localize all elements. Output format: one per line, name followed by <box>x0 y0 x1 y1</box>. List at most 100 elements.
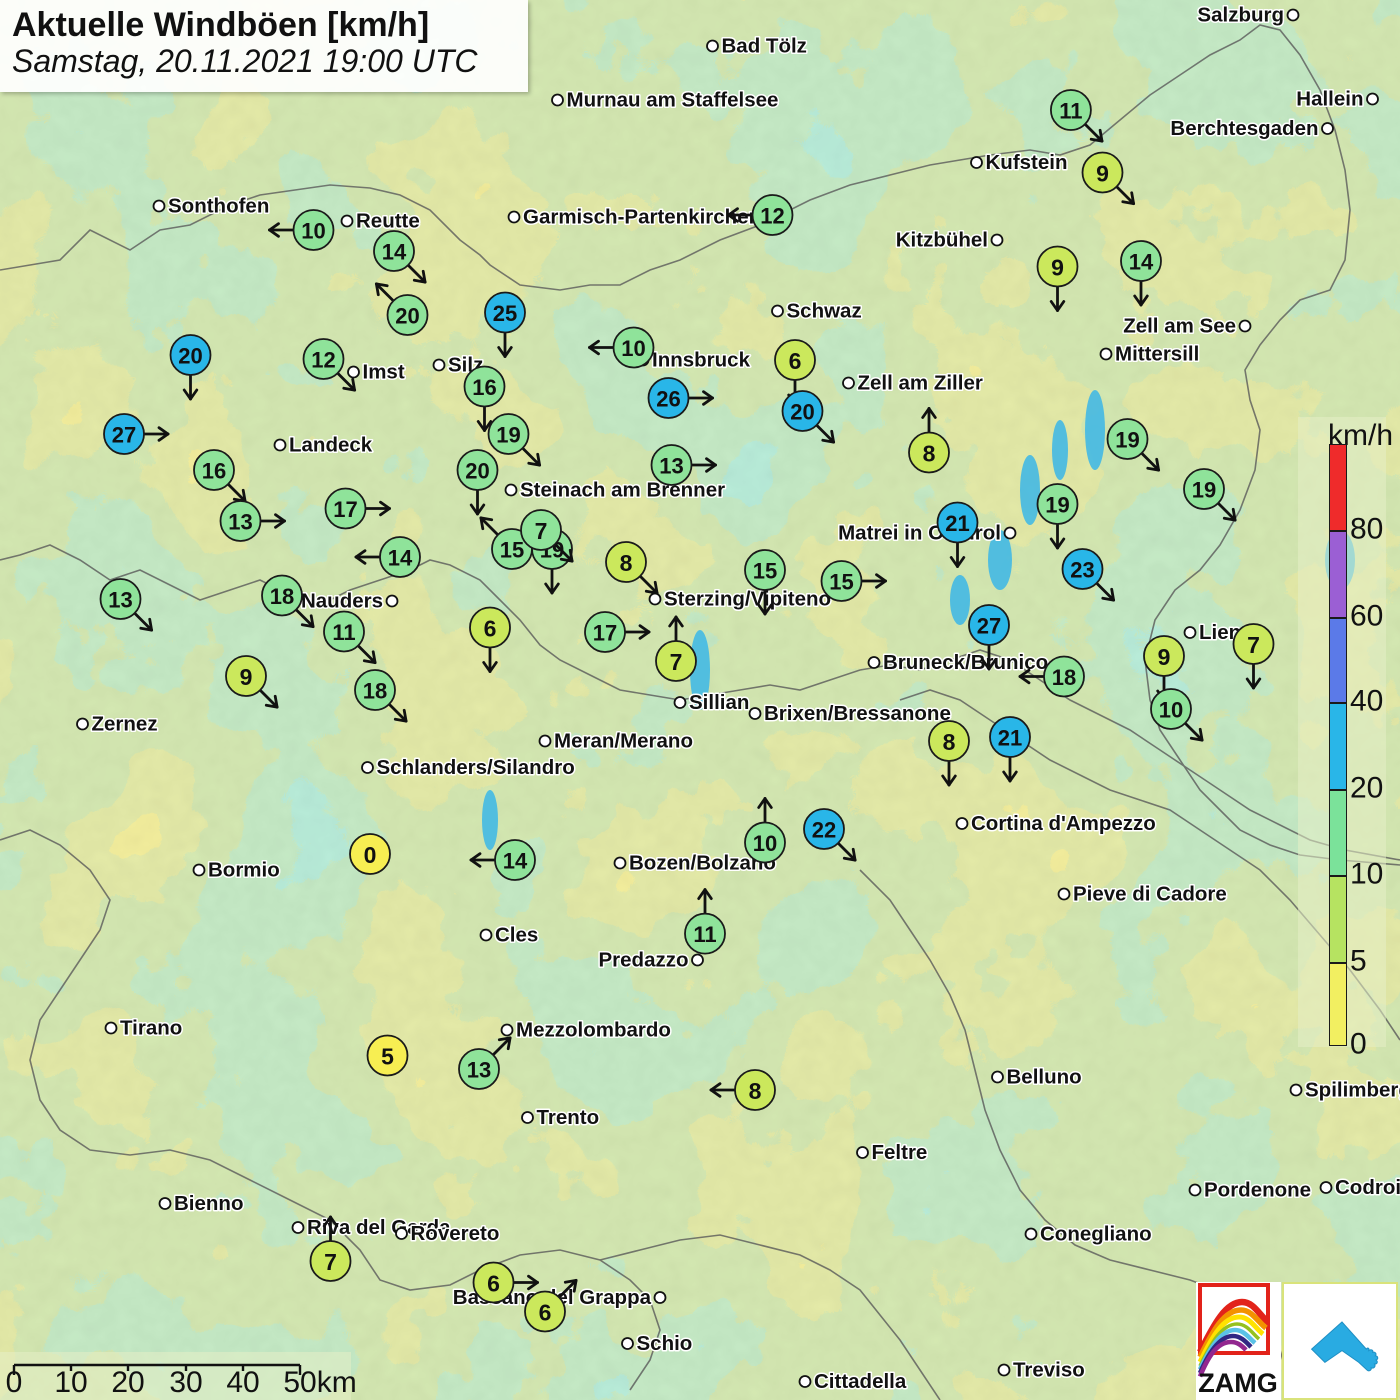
svg-text:16: 16 <box>472 375 496 400</box>
svg-text:Sillian: Sillian <box>689 691 749 714</box>
svg-text:6: 6 <box>487 1271 500 1297</box>
svg-text:Pordenone: Pordenone <box>1204 1179 1311 1202</box>
svg-text:8: 8 <box>923 441 936 467</box>
svg-text:10: 10 <box>621 336 645 361</box>
svg-text:23: 23 <box>1070 558 1094 583</box>
svg-text:7: 7 <box>1247 632 1260 658</box>
svg-text:19: 19 <box>1045 493 1069 518</box>
svg-text:Sterzing/Vipiteno: Sterzing/Vipiteno <box>664 588 831 611</box>
svg-text:Predazzo: Predazzo <box>599 949 689 972</box>
svg-text:Belluno: Belluno <box>1007 1066 1082 1089</box>
svg-text:20: 20 <box>178 344 202 369</box>
svg-text:9: 9 <box>1096 161 1109 187</box>
svg-text:17: 17 <box>333 497 357 522</box>
svg-text:Salzburg: Salzburg <box>1197 4 1284 27</box>
svg-text:Cles: Cles <box>495 924 538 947</box>
svg-text:Mittersill: Mittersill <box>1115 343 1199 366</box>
svg-text:Rovereto: Rovereto <box>411 1222 500 1245</box>
svg-text:Kitzbühel: Kitzbühel <box>896 229 988 252</box>
svg-text:27: 27 <box>112 423 136 448</box>
svg-text:20: 20 <box>395 304 419 329</box>
svg-text:25: 25 <box>493 301 517 326</box>
svg-text:Meran/Merano: Meran/Merano <box>554 730 693 753</box>
svg-text:Bad Tölz: Bad Tölz <box>722 35 807 58</box>
svg-text:10: 10 <box>301 219 325 244</box>
svg-text:Schwaz: Schwaz <box>787 300 862 323</box>
svg-text:12: 12 <box>311 348 335 373</box>
svg-text:21: 21 <box>945 511 969 536</box>
svg-text:Sonthofen: Sonthofen <box>168 195 269 218</box>
svg-text:Imst: Imst <box>363 361 405 384</box>
svg-text:16: 16 <box>202 459 226 484</box>
svg-text:6: 6 <box>789 348 802 374</box>
svg-text:14: 14 <box>382 240 407 265</box>
svg-text:17: 17 <box>593 621 617 646</box>
svg-text:13: 13 <box>228 510 252 535</box>
svg-text:Murnau am Staffelsee: Murnau am Staffelsee <box>567 89 779 112</box>
svg-text:ZAMG: ZAMG <box>1198 1368 1277 1398</box>
svg-text:15: 15 <box>500 538 524 563</box>
svg-text:9: 9 <box>240 664 253 690</box>
svg-text:Innsbruck: Innsbruck <box>652 349 751 372</box>
svg-text:18: 18 <box>1052 665 1076 690</box>
svg-text:0: 0 <box>364 842 377 868</box>
svg-text:Mezzolombardo: Mezzolombardo <box>516 1019 671 1042</box>
svg-text:13: 13 <box>467 1058 491 1083</box>
svg-text:6: 6 <box>484 616 497 642</box>
svg-text:14: 14 <box>388 546 413 571</box>
svg-text:19: 19 <box>1192 478 1216 503</box>
svg-text:Bienno: Bienno <box>174 1192 243 1215</box>
svg-text:13: 13 <box>108 588 132 613</box>
svg-text:18: 18 <box>270 584 294 609</box>
svg-text:Reutte: Reutte <box>356 210 420 233</box>
svg-text:Bruneck/Brunico: Bruneck/Brunico <box>883 651 1048 674</box>
svg-text:Conegliano: Conegliano <box>1040 1223 1152 1246</box>
svg-text:Nauders: Nauders <box>301 590 383 613</box>
svg-text:Feltre: Feltre <box>872 1141 928 1164</box>
svg-text:Kufstein: Kufstein <box>986 151 1068 174</box>
svg-text:6: 6 <box>539 1300 552 1326</box>
svg-text:Zernez: Zernez <box>92 713 158 736</box>
svg-text:7: 7 <box>670 649 683 675</box>
svg-text:Steinach am Brenner: Steinach am Brenner <box>520 479 725 502</box>
svg-text:Landeck: Landeck <box>289 434 373 457</box>
svg-text:13: 13 <box>659 454 683 479</box>
svg-text:5: 5 <box>381 1044 394 1070</box>
svg-text:26: 26 <box>656 387 680 412</box>
svg-text:11: 11 <box>332 620 355 645</box>
svg-text:8: 8 <box>620 550 633 576</box>
svg-text:Garmisch-Partenkirchen: Garmisch-Partenkirchen <box>523 206 761 229</box>
svg-text:14: 14 <box>503 849 528 874</box>
svg-text:Pieve di Cadore: Pieve di Cadore <box>1073 883 1227 906</box>
svg-text:8: 8 <box>749 1078 762 1104</box>
svg-text:15: 15 <box>829 570 853 595</box>
svg-text:Bormio: Bormio <box>208 859 280 882</box>
svg-text:20: 20 <box>790 400 814 425</box>
svg-text:7: 7 <box>324 1249 337 1275</box>
svg-text:Zell am Ziller: Zell am Ziller <box>858 372 983 395</box>
svg-text:Treviso: Treviso <box>1013 1359 1085 1382</box>
svg-text:12: 12 <box>760 204 784 229</box>
svg-text:9: 9 <box>1158 644 1171 670</box>
svg-text:9: 9 <box>1051 255 1064 281</box>
svg-text:20: 20 <box>465 459 489 484</box>
svg-text:27: 27 <box>977 614 1001 639</box>
svg-text:Codroipo: Codroipo <box>1335 1176 1400 1199</box>
svg-text:10: 10 <box>753 831 777 856</box>
svg-text:14: 14 <box>1129 250 1154 275</box>
svg-text:Tirano: Tirano <box>120 1017 182 1040</box>
svg-text:Spilimbergo: Spilimbergo <box>1305 1079 1400 1102</box>
svg-text:Brixen/Bressanone: Brixen/Bressanone <box>764 702 951 725</box>
svg-text:11: 11 <box>1059 99 1082 124</box>
svg-text:Hallein: Hallein <box>1296 88 1363 111</box>
svg-text:Schio: Schio <box>637 1332 693 1355</box>
svg-text:22: 22 <box>812 818 836 843</box>
svg-text:18: 18 <box>363 679 387 704</box>
svg-text:Cittadella: Cittadella <box>814 1370 907 1393</box>
svg-text:Berchtesgaden: Berchtesgaden <box>1170 117 1318 140</box>
svg-text:Zell am See: Zell am See <box>1123 315 1236 338</box>
svg-text:Cortina d'Ampezzo: Cortina d'Ampezzo <box>971 812 1156 835</box>
svg-text:10: 10 <box>1159 698 1183 723</box>
svg-text:15: 15 <box>753 559 777 584</box>
svg-text:11: 11 <box>693 922 716 947</box>
